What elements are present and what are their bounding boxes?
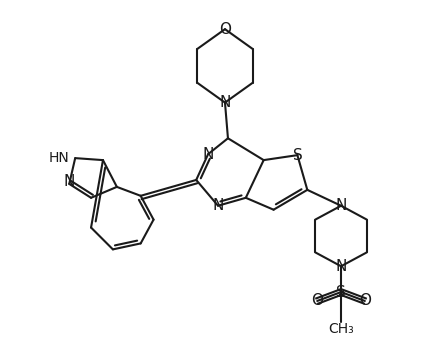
Text: N: N [202, 147, 214, 162]
Text: S: S [292, 148, 302, 163]
Text: O: O [219, 22, 231, 37]
Text: O: O [311, 293, 323, 309]
Text: HN: HN [49, 151, 69, 165]
Text: N: N [336, 259, 347, 274]
Text: CH₃: CH₃ [328, 322, 354, 336]
Text: N: N [212, 198, 224, 213]
Text: N: N [219, 95, 231, 110]
Text: N: N [64, 174, 75, 189]
Text: O: O [359, 293, 371, 309]
Text: N: N [336, 198, 347, 213]
Text: S: S [336, 284, 346, 300]
